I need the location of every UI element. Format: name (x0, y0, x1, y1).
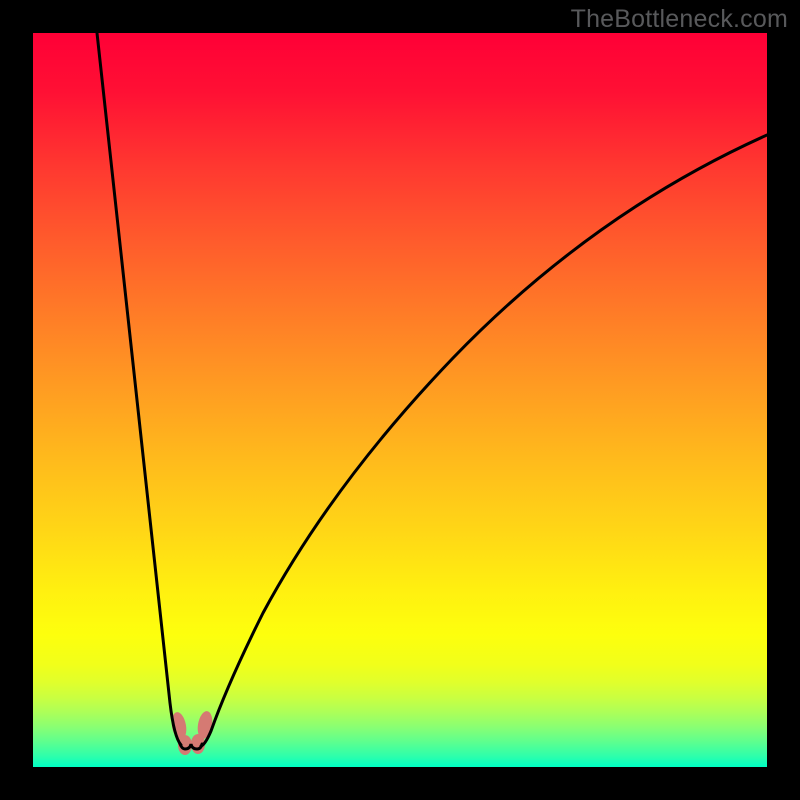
plot-area (33, 33, 767, 767)
chart-container: TheBottleneck.com (0, 0, 800, 800)
curve-right-branch (201, 135, 767, 746)
curve-left-branch (97, 33, 181, 745)
watermark-text: TheBottleneck.com (571, 5, 788, 34)
curve-overlay (33, 33, 767, 767)
